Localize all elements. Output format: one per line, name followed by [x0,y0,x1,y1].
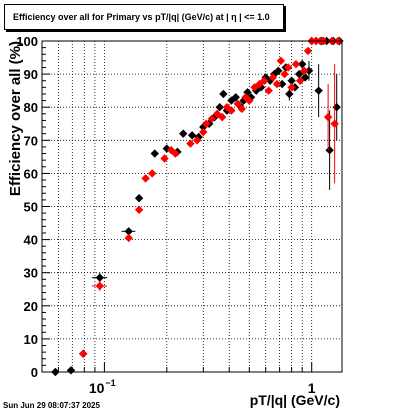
x-axis-label: pT/|q| (GeV/c) [250,392,340,408]
data-point [304,66,314,75]
data-point [150,149,159,158]
data-point [314,86,323,95]
chart-title: Efficiency over all for Primary vs pT/|q… [13,12,270,22]
data-point [237,104,246,114]
data-point [298,59,307,69]
y-tick-label: 60 [24,166,38,181]
data-point [276,56,286,66]
data-point [160,154,169,163]
data-point [285,89,294,99]
data-point [300,66,309,75]
data-point [186,139,195,148]
data-point [265,76,275,85]
y-tick-label: 90 [24,67,38,82]
timestamp: Sun Jun 29 08:07:37 2025 [3,401,100,410]
data-point [303,46,313,56]
data-point [323,112,333,122]
data-point [260,76,269,85]
data-point [215,103,224,112]
data-point [202,119,211,128]
data-point [227,106,236,115]
data-point [192,136,202,145]
data-point [272,79,282,89]
data-point [295,76,305,85]
data-point [124,227,133,236]
y-tick-label: 100 [16,34,38,49]
data-point [179,129,188,138]
data-point [171,149,180,158]
data-point [277,79,287,89]
y-tick-label: 70 [24,133,38,148]
y-axis-label: Efficiency over all (%) [7,41,24,196]
data-point [291,59,301,69]
data-point [187,131,197,140]
y-tick-label: 80 [24,100,38,115]
y-tick-label: 10 [24,332,38,347]
y-tick-label: 0 [31,365,38,380]
data-point [66,366,76,375]
data-point [268,73,278,82]
data-point [207,114,217,123]
data-series [78,36,343,358]
grid-lines [41,41,342,372]
data-point [78,349,88,358]
data-point [330,119,339,128]
data-point [141,174,150,183]
data-point [233,99,242,109]
data-point [217,112,227,122]
y-tick-label: 40 [24,233,38,248]
y-tick-label: 20 [24,299,38,314]
data-point [231,93,240,102]
data-point [124,233,133,243]
y-tick-label: 50 [24,200,38,215]
data-point [287,83,296,92]
data-point [283,63,293,72]
title-box: Efficiency over all for Primary vs pT/|q… [4,4,284,30]
data-point [287,76,296,85]
data-marks [50,36,344,377]
data-point [210,112,219,122]
data-point [332,103,341,112]
data-point [95,273,104,282]
data-point [134,194,144,203]
data-point [199,127,208,137]
data-point [134,205,144,215]
x-tick-label: 10 [89,380,105,396]
data-point [219,89,228,99]
data-point [280,69,289,79]
data-point [325,146,334,155]
data-point [274,66,283,75]
x-tick-exponent: −1 [105,378,115,388]
data-point [95,281,104,291]
y-tick-label: 30 [24,266,38,281]
data-point [245,96,254,105]
data-point [147,169,157,178]
x-tick-label: 1 [308,380,316,396]
data-point [264,86,273,95]
data-point [246,93,256,102]
